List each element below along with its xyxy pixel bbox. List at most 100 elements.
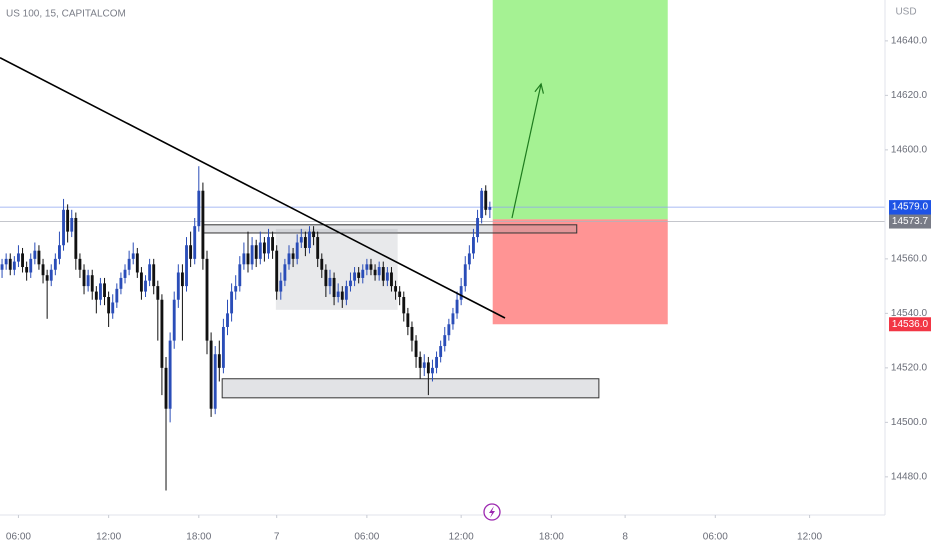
candle-body: [78, 258, 82, 270]
candle-body: [53, 258, 57, 270]
candle-body: [250, 245, 254, 265]
candle-body: [131, 253, 135, 259]
candle-body: [480, 190, 484, 218]
candle-body: [287, 253, 291, 265]
candle-body: [431, 367, 434, 374]
candle-body: [115, 288, 119, 303]
candle-body: [12, 261, 16, 270]
y-tick-label: 14480.0: [891, 471, 928, 482]
candle-body: [484, 190, 488, 210]
candle-body: [422, 362, 426, 368]
candle-body: [357, 272, 361, 278]
candle-body: [418, 356, 422, 368]
candle-body: [303, 237, 307, 248]
x-tick-label: 06:00: [6, 532, 31, 543]
x-tick-label: 12:00: [797, 532, 822, 543]
candle-body: [144, 280, 147, 292]
candle-body: [94, 291, 98, 300]
alert-icon[interactable]: [483, 503, 501, 521]
candle-body: [193, 226, 197, 259]
candle-body: [254, 245, 258, 259]
y-tick-label: 14640.0: [891, 36, 928, 47]
candle-body: [185, 245, 188, 287]
candle-body: [365, 264, 369, 270]
candle-body: [336, 291, 340, 298]
candle-body: [463, 264, 467, 287]
candle-body: [189, 245, 193, 259]
candle-body: [164, 367, 168, 409]
candle-body: [119, 277, 123, 289]
candle-body: [324, 269, 328, 287]
candle-body: [385, 272, 389, 281]
candle-body: [439, 346, 443, 357]
candle-body: [74, 217, 78, 259]
candle-body: [90, 275, 94, 292]
candle-body: [373, 269, 377, 276]
price-label-box: [889, 317, 931, 332]
candle-body: [275, 250, 279, 292]
x-tick-label: 8: [622, 532, 628, 543]
candle-body: [447, 324, 451, 336]
candle-body: [271, 237, 275, 251]
price-label: 14573.7: [892, 216, 929, 227]
candle-body: [398, 291, 402, 298]
candle-body: [66, 209, 70, 232]
candle-body: [160, 299, 164, 368]
candle-body: [209, 340, 213, 409]
symbol-title: US 100, 15, CAPITALCOM: [6, 9, 126, 20]
trend-line: [0, 57, 506, 319]
candle-body: [17, 253, 20, 262]
candle-body: [279, 280, 283, 292]
candle-body: [8, 258, 12, 270]
candle-body: [58, 245, 61, 259]
candle-body: [312, 231, 316, 238]
candle-body: [180, 272, 184, 287]
candle-body: [4, 258, 8, 265]
stop-zone: [492, 219, 668, 325]
candle-body: [426, 362, 430, 374]
candle-body: [176, 272, 180, 300]
x-tick-label: 18:00: [539, 532, 564, 543]
candle-body: [135, 253, 139, 273]
projection-arrow: [511, 83, 542, 219]
y-tick-label: 14540.0: [891, 308, 928, 319]
candle-body: [390, 272, 393, 287]
price-label-box: [889, 214, 931, 229]
candle-body: [127, 258, 131, 270]
candle-body: [267, 237, 270, 254]
candle-body: [488, 207, 492, 210]
candle-body: [111, 302, 115, 314]
candle-body: [197, 190, 201, 227]
plot-area: [0, 0, 885, 491]
candle-body: [410, 326, 414, 341]
candle-body: [308, 231, 311, 248]
x-tick-label: 7: [274, 532, 280, 543]
candle-body: [156, 286, 160, 300]
candle-body: [230, 291, 234, 314]
x-tick-label: 06:00: [703, 532, 728, 543]
x-tick-label: 18:00: [186, 532, 211, 543]
candle-body: [33, 250, 37, 259]
candle-body: [238, 264, 242, 287]
y-tick-label: 14520.0: [891, 362, 928, 373]
candle-body: [0, 264, 4, 270]
candle-body: [98, 283, 102, 300]
candle-body: [377, 267, 381, 276]
candle-body: [344, 286, 348, 300]
candle-body: [226, 313, 229, 327]
candle-body: [435, 356, 438, 368]
candle-body: [82, 269, 86, 287]
candle-body: [246, 253, 250, 265]
candle-body: [234, 286, 238, 292]
candle-body: [21, 253, 24, 268]
candle-body: [320, 258, 324, 270]
candle-body: [49, 269, 53, 281]
x-tick-label: 06:00: [354, 532, 379, 543]
candle-body: [291, 253, 295, 259]
y-tick-label: 14500.0: [891, 417, 928, 428]
candle-body: [62, 209, 65, 246]
candle-body: [201, 190, 205, 259]
x-tick-label: 12:00: [449, 532, 474, 543]
price-label: 14536.0: [892, 319, 929, 330]
